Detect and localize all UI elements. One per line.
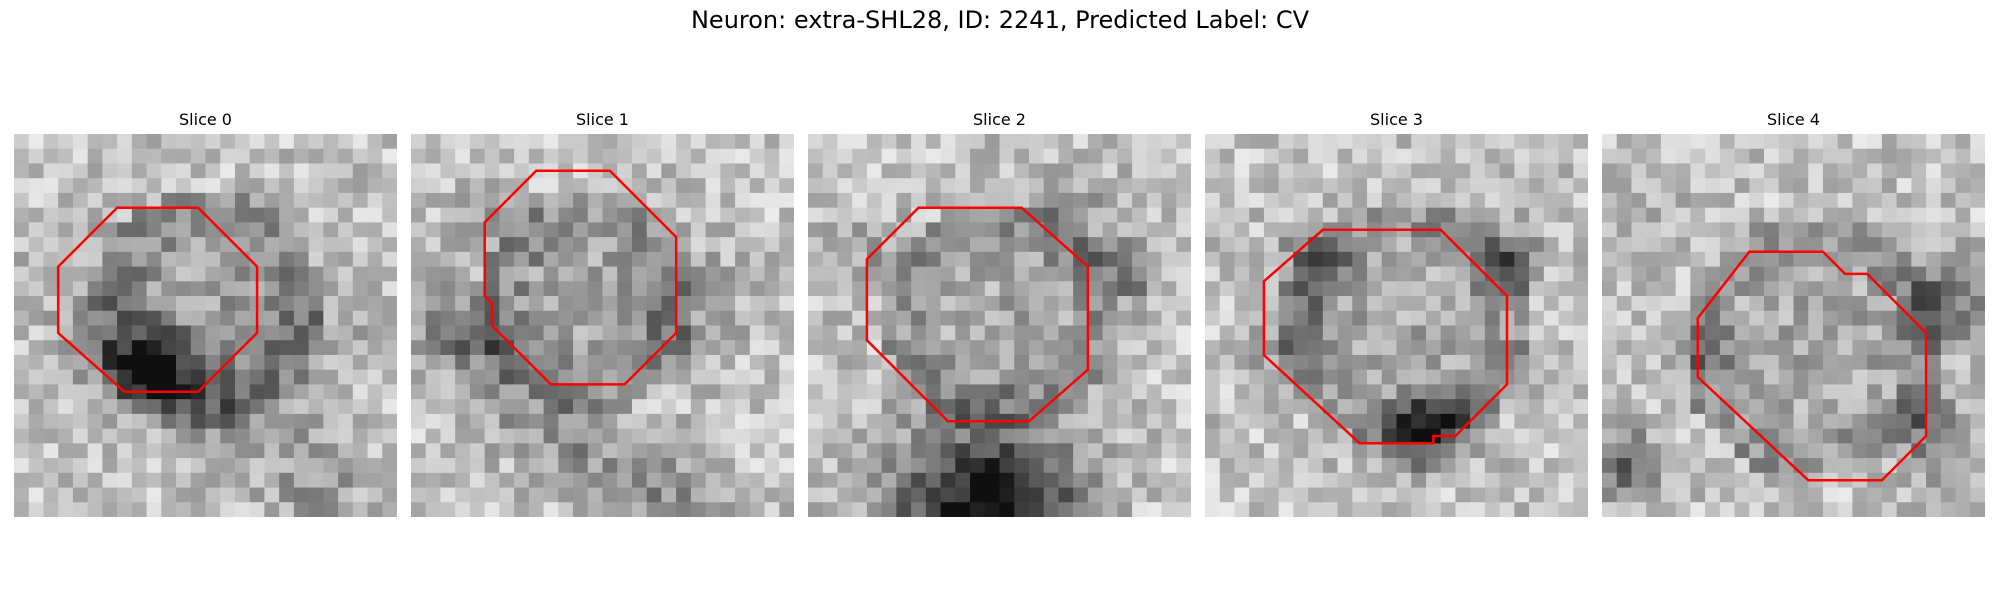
slice-image-0	[14, 134, 397, 517]
slice-title: Slice 4	[1767, 110, 1820, 129]
slice-image-3	[1205, 134, 1588, 517]
slice-title: Slice 3	[1370, 110, 1423, 129]
cell-outline	[865, 206, 1090, 423]
figure-title: Neuron: extra-SHL28, ID: 2241, Predicted…	[690, 6, 1310, 34]
cell-outline	[56, 206, 259, 394]
slice-image-4	[1602, 134, 1985, 517]
slice-image-2	[808, 134, 1191, 517]
slice-image-1	[411, 134, 794, 517]
slice-panel-1: Slice 1	[411, 108, 794, 517]
slice-panel-4: Slice 4	[1602, 108, 1985, 517]
cell-outline	[1262, 228, 1509, 445]
slice-panel-0: Slice 0	[14, 108, 397, 517]
slice-title: Slice 2	[973, 110, 1026, 129]
cell-outline	[483, 169, 678, 386]
slice-panel-2: Slice 2	[808, 108, 1191, 517]
slice-title: Slice 0	[179, 110, 232, 129]
cell-outline	[1696, 250, 1928, 482]
slice-panel-3: Slice 3	[1205, 108, 1588, 517]
slice-title: Slice 1	[576, 110, 629, 129]
